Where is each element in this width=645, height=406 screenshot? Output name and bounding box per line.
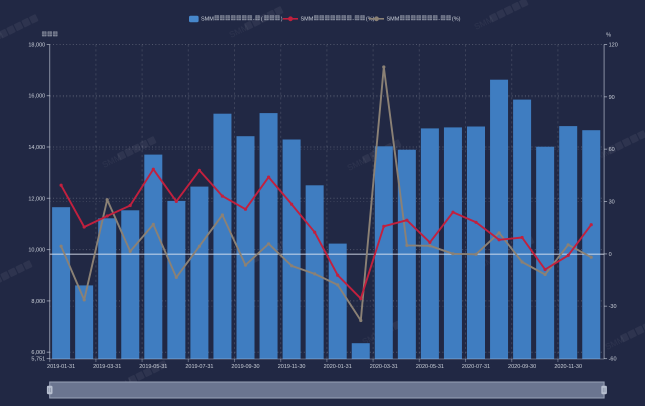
svg-text:10,000: 10,000 (28, 248, 45, 254)
svg-text:(: ( (261, 17, 263, 23)
svg-text:2020-11-30: 2020-11-30 (554, 364, 582, 370)
svg-text:(%): (%) (366, 17, 375, 23)
svg-text:SMM: SMM (0, 30, 5, 48)
svg-text:2019-03-31: 2019-03-31 (93, 364, 121, 370)
svg-text:5,751: 5,751 (31, 357, 45, 363)
svg-text:0: 0 (609, 252, 612, 258)
svg-text:-60: -60 (609, 357, 617, 363)
svg-text:2019-09-30: 2019-09-30 (231, 364, 259, 370)
svg-text:2019-01-31: 2019-01-31 (47, 364, 75, 370)
svg-text:60: 60 (609, 147, 615, 153)
svg-text:-: - (438, 17, 440, 23)
svg-text:120: 120 (609, 43, 618, 49)
svg-text:16,000: 16,000 (28, 94, 45, 100)
svg-text:2020-03-31: 2020-03-31 (370, 364, 398, 370)
svg-text:30: 30 (609, 200, 615, 206)
svg-text:12,000: 12,000 (28, 196, 45, 202)
svg-text:2020-07-31: 2020-07-31 (462, 364, 490, 370)
svg-text:%: % (606, 32, 611, 38)
svg-text:): ) (281, 17, 283, 23)
svg-text:14,000: 14,000 (28, 145, 45, 151)
svg-text:2020-01-31: 2020-01-31 (324, 364, 352, 370)
svg-text:-: - (352, 17, 354, 23)
svg-text:18,000: 18,000 (28, 43, 45, 49)
svg-text:2019-11-30: 2019-11-30 (278, 364, 306, 370)
svg-text:90: 90 (609, 95, 615, 101)
svg-text:8,000: 8,000 (31, 299, 45, 305)
svg-text:2019-05-31: 2019-05-31 (139, 364, 167, 370)
svg-text:6,000: 6,000 (31, 350, 45, 356)
svg-text:SMM: SMM (387, 17, 400, 23)
svg-text:2020-09-30: 2020-09-30 (508, 364, 536, 370)
svg-text:-: - (253, 17, 255, 23)
svg-text:(%): (%) (452, 17, 461, 23)
svg-text:SMM: SMM (301, 17, 314, 23)
svg-text:-30: -30 (609, 304, 617, 310)
svg-text:2020-05-31: 2020-05-31 (416, 364, 444, 370)
svg-text:SMM: SMM (201, 17, 214, 23)
svg-text:2019-07-31: 2019-07-31 (185, 364, 213, 370)
